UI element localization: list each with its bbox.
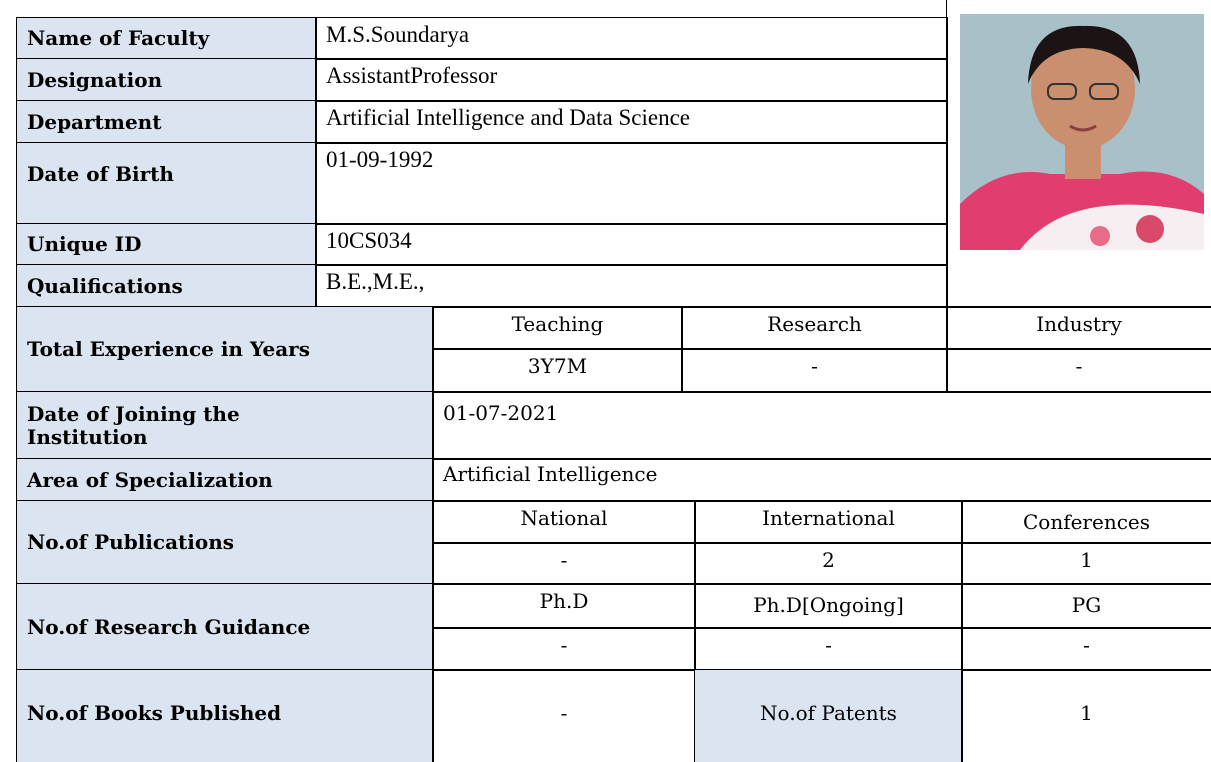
- photo: [960, 14, 1204, 250]
- value: 2: [694, 542, 963, 585]
- header: Ph.D[Ongoing]: [694, 583, 963, 629]
- label: No.of Books Published: [16, 669, 434, 762]
- value: -: [432, 542, 696, 585]
- value: Artificial Intelligence and Data Science: [315, 100, 948, 144]
- value: -: [694, 627, 963, 671]
- value: 01-07-2021: [432, 391, 1211, 460]
- header: Teaching: [432, 306, 683, 350]
- value: -: [432, 627, 696, 671]
- photo-cell: [946, 0, 1211, 308]
- label: No.of Publications: [16, 500, 434, 585]
- value: 01-09-1992: [315, 142, 948, 225]
- value: AssistantProfessor: [315, 58, 948, 102]
- header: National: [432, 500, 696, 544]
- label: Date of Birth: [16, 142, 317, 225]
- value: -: [681, 348, 948, 393]
- header: Ph.D: [432, 583, 696, 629]
- label: Unique ID: [16, 223, 317, 266]
- value: 1: [961, 669, 1211, 762]
- value: 1: [961, 542, 1211, 585]
- value: M.S.Soundarya: [315, 17, 948, 60]
- header: Industry: [946, 306, 1211, 350]
- header: Research: [681, 306, 948, 350]
- value: Artificial Intelligence: [432, 458, 1211, 502]
- value: 10CS034: [315, 223, 948, 266]
- value: -: [432, 669, 696, 762]
- value: -: [946, 348, 1211, 393]
- value: 3Y7M: [432, 348, 683, 393]
- header: Conferences: [961, 500, 1211, 544]
- label: Date of Joining the Institution: [16, 391, 434, 460]
- label: Department: [16, 100, 317, 144]
- header: PG: [961, 583, 1211, 629]
- value: -: [961, 627, 1211, 671]
- label: No.of Research Guidance: [16, 583, 434, 671]
- label: Name of Faculty: [16, 17, 317, 60]
- label: Total Experience in Years: [16, 306, 434, 393]
- header: International: [694, 500, 963, 544]
- label: Designation: [16, 58, 317, 102]
- label: No.of Patents: [694, 669, 963, 762]
- value: B.E.,M.E.,: [315, 264, 948, 308]
- label: Area of Specialization: [16, 458, 434, 502]
- label: Qualifications: [16, 264, 317, 308]
